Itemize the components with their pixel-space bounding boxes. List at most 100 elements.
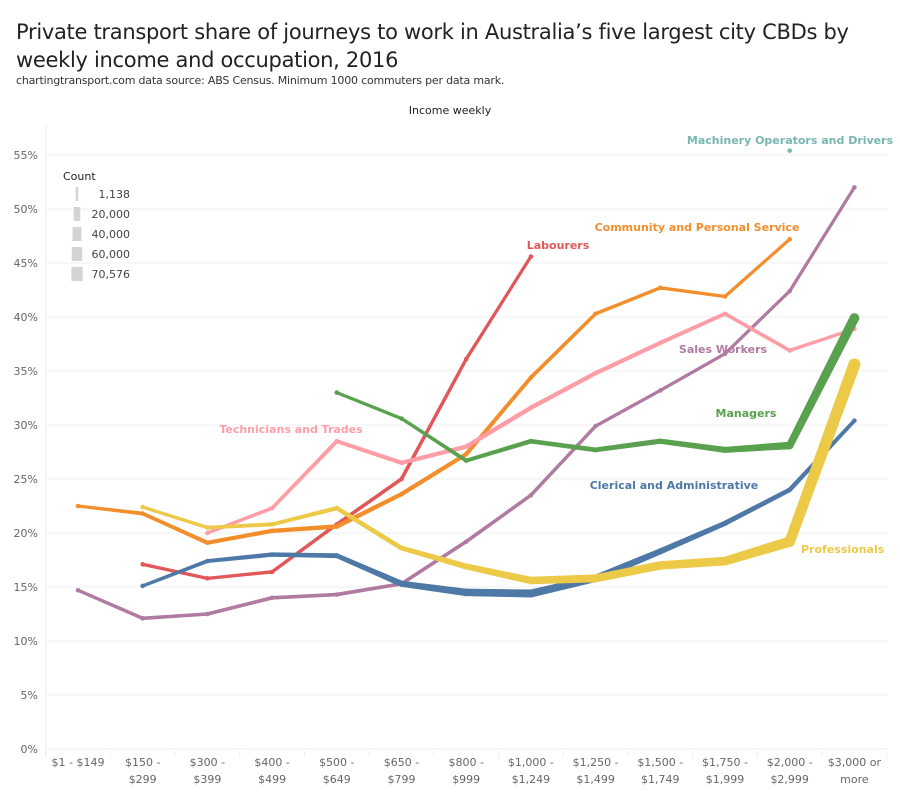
series-labourers [140,254,534,581]
line-segment [659,286,726,299]
data-point[interactable] [591,574,600,583]
data-point[interactable] [787,348,792,353]
data-point[interactable] [334,592,340,597]
data-point[interactable] [787,288,792,294]
x-tick-label-line: $1,750 - [702,756,748,769]
data-point[interactable] [269,505,275,511]
data-point[interactable] [852,418,857,423]
data-point[interactable] [463,563,470,570]
x-tick-label-line: $299 [129,773,157,786]
data-point[interactable] [269,528,275,534]
x-tick-label: $1,000 - $1,249 [508,756,554,786]
data-point[interactable] [787,236,792,242]
line-segment [465,588,532,598]
data-point[interactable] [463,444,469,449]
data-point[interactable] [399,416,404,421]
data-point[interactable] [399,460,404,466]
data-point[interactable] [269,569,275,575]
x-tick-label-line: $400 - [254,756,289,769]
data-point[interactable] [657,438,664,444]
data-point[interactable] [593,423,598,429]
series-machinery-operators-and-drivers [787,148,792,153]
data-point[interactable] [75,503,81,509]
data-point[interactable] [593,447,599,453]
data-point[interactable] [463,356,469,362]
line-segment [529,312,597,379]
data-point[interactable] [205,540,210,546]
data-point[interactable] [269,552,275,557]
data-point[interactable] [334,438,340,444]
y-tick-label: 15% [14,581,38,594]
data-point[interactable] [398,580,405,587]
x-tick-label-line: $1,250 - [573,756,619,769]
series-technicians-and-trades [205,311,857,536]
line-segment [788,186,856,293]
data-point[interactable] [785,441,794,450]
data-point[interactable] [722,311,728,317]
data-point[interactable] [462,588,471,597]
data-point[interactable] [334,524,340,529]
data-point[interactable] [849,313,860,323]
series-label: Professionals [801,543,885,556]
data-point[interactable] [784,536,796,547]
data-point[interactable] [658,285,663,291]
x-tick-label-line: $800 - [448,756,483,769]
line-segment [529,424,597,497]
data-point[interactable] [528,438,534,444]
data-point[interactable] [657,548,664,555]
data-point[interactable] [722,294,728,299]
data-point[interactable] [269,595,275,601]
data-point[interactable] [655,561,665,570]
data-point[interactable] [205,611,210,617]
line-segment [594,388,662,428]
data-point[interactable] [528,405,534,411]
x-tick-label: $300 - $399 [190,756,225,786]
series-lines [75,148,861,621]
data-point[interactable] [526,589,535,598]
data-point[interactable] [658,340,663,346]
data-point[interactable] [334,505,340,511]
data-point[interactable] [205,576,210,581]
data-point[interactable] [528,254,534,259]
data-point[interactable] [593,311,598,317]
x-tick-label: $500 - $649 [319,756,354,786]
data-point[interactable] [140,562,145,567]
data-point[interactable] [205,525,210,530]
data-point[interactable] [528,375,534,380]
data-point[interactable] [75,587,81,593]
data-point[interactable] [398,545,405,551]
data-point[interactable] [140,616,145,621]
data-point[interactable] [205,530,210,536]
data-point[interactable] [463,458,469,463]
data-point[interactable] [334,553,340,559]
legend-size-swatch [71,247,83,261]
data-point[interactable] [140,583,145,589]
data-point[interactable] [205,558,210,564]
data-point[interactable] [463,451,469,457]
data-point[interactable] [140,504,145,510]
series-label: Machinery Operators and Drivers [687,134,894,147]
data-point[interactable] [722,520,728,526]
data-point[interactable] [140,511,145,516]
x-tick-label-line: $3,000 or [828,756,882,769]
data-point[interactable] [787,148,792,153]
data-point[interactable] [721,446,729,453]
data-point[interactable] [852,185,857,190]
data-point[interactable] [528,492,534,498]
x-axis: $1 - $149 $150 -$299$300 -$399$400 -$499$… [52,756,882,786]
data-point[interactable] [848,358,861,371]
data-point[interactable] [658,388,663,393]
data-point[interactable] [720,556,730,566]
line-segment [723,487,791,526]
data-point[interactable] [399,491,404,497]
data-point[interactable] [787,487,793,493]
data-point[interactable] [593,370,598,376]
data-point[interactable] [334,390,340,395]
data-point[interactable] [527,576,535,585]
line-segment [658,520,727,555]
data-point[interactable] [463,539,469,544]
data-point[interactable] [399,476,404,482]
data-point[interactable] [722,351,728,357]
data-point[interactable] [269,522,275,527]
legend-size-swatch [71,267,83,281]
